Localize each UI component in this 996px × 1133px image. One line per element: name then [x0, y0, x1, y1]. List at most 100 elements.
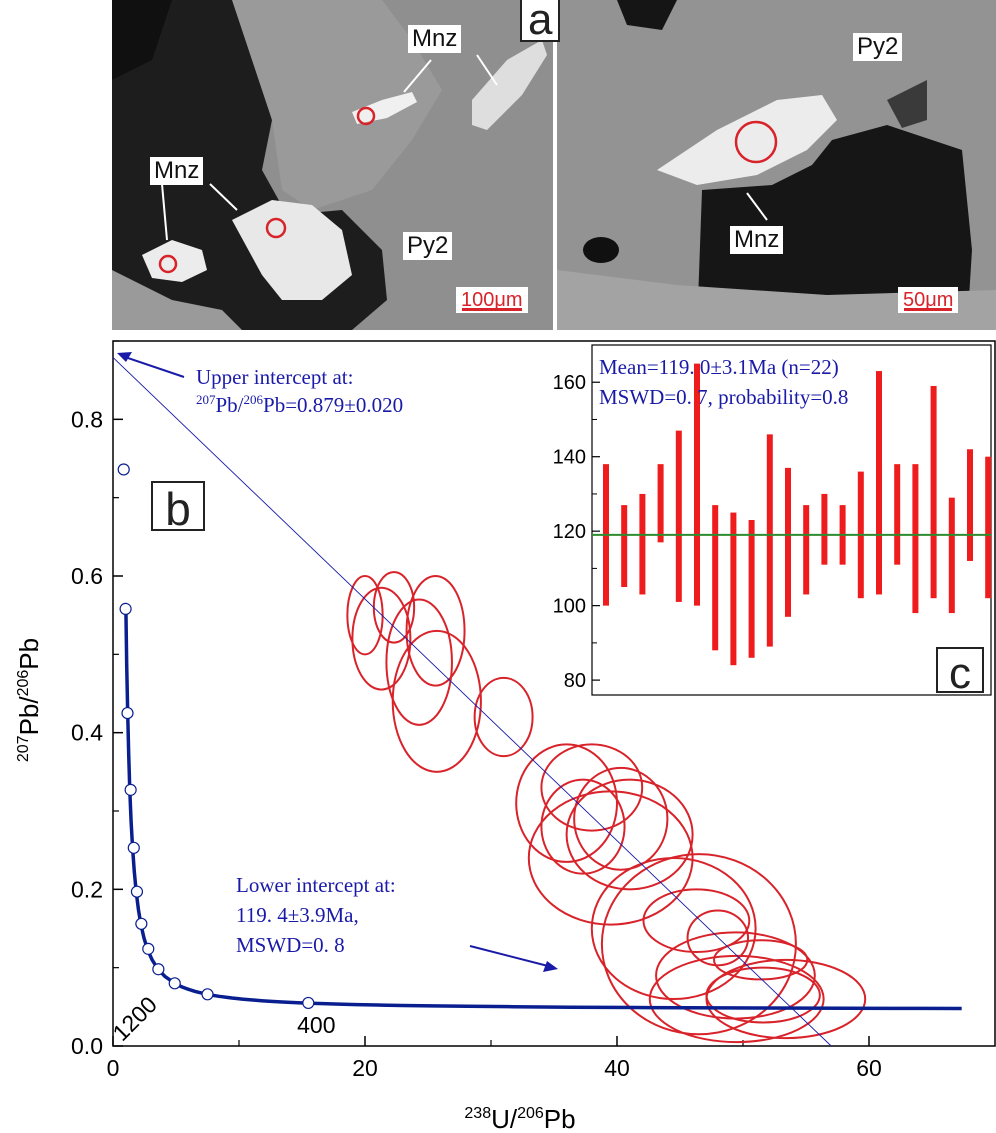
inset-age-bar: [675, 430, 682, 602]
concordia-age-marker: [130, 885, 144, 898]
py2-label-right: Py2: [853, 33, 903, 61]
panel-b-box: [151, 481, 205, 531]
data-ellipse: [515, 743, 618, 863]
inset-age-bar: [694, 363, 700, 606]
upper-intercept-arrowhead: [117, 352, 132, 362]
scale-bar-left-text: 100μm: [461, 289, 523, 311]
mnz-label-left-bottom: Mnz: [150, 157, 204, 185]
panel-c-label: c: [949, 649, 971, 698]
upper-intercept-mid: Pb/: [216, 393, 244, 417]
scale-bar-right: 50μm: [898, 287, 959, 313]
x-tick-label: 0: [107, 1055, 120, 1081]
concordia-age-marker: [117, 463, 130, 476]
inset-title-line2: MSWD=0. 7, probability=0.8: [599, 385, 848, 409]
inset-y-tick-label: 80: [564, 670, 586, 692]
lower-intercept-arrow: [469, 945, 549, 967]
y-tick-label: 0.0: [71, 1033, 103, 1059]
y-axis-label: 207Pb/206Pb: [14, 638, 44, 762]
concordia-age-marker: [135, 917, 148, 930]
discordia-line-group: [112, 357, 832, 1047]
lower-intercept-arrowhead: [543, 961, 558, 972]
x-axis-label-sup2: 206: [517, 1105, 544, 1122]
inset-age-bar: [766, 434, 773, 647]
scale-bar-left: 100μm: [456, 287, 528, 313]
image-divider: [553, 0, 557, 330]
data-ellipse: [540, 778, 626, 875]
inset-age-bar: [730, 512, 737, 666]
inset-age-bar: [930, 385, 937, 599]
y-tick-label: 0.2: [71, 876, 103, 902]
discordia-line: [112, 357, 832, 1047]
data-ellipse: [391, 629, 482, 773]
x-axis-label-sup1: 238: [464, 1105, 491, 1122]
inset-y-tick-label: 100: [553, 596, 586, 618]
upper-intercept-sup1: 207: [196, 392, 216, 407]
data-ellipse: [573, 766, 669, 871]
upper-intercept-arrow: [121, 355, 185, 378]
inset-y-tick-label: 160: [553, 372, 586, 394]
inset-age-bar: [912, 464, 919, 614]
data-ellipse: [527, 790, 694, 926]
inset-age-bar: [748, 520, 755, 658]
mnz-label-left-top: Mnz: [408, 25, 462, 53]
upper-intercept-line2: 207Pb/206Pb=0.879±0.020: [196, 392, 403, 417]
scale-bar-right-text: 50μm: [903, 289, 954, 311]
bse-image-right-graphic: [557, 0, 996, 330]
lower-intercept-line1: Lower intercept at:: [236, 873, 396, 897]
concordia-age-marker: [168, 977, 181, 990]
data-ellipse: [405, 575, 466, 687]
data-ellipse: [686, 909, 750, 967]
lower-intercept-line2: 119. 4±3.9Ma,: [236, 903, 359, 927]
inset-y-tick-label: 140: [553, 447, 586, 469]
bse-image-left: Mnz Mnz Py2 100μm: [112, 0, 553, 330]
concordia-age-marker: [302, 996, 315, 1010]
y-axis-label-main: Pb/: [14, 696, 44, 736]
concordia-label-400: 400: [297, 1012, 335, 1038]
inset-age-bar: [803, 505, 810, 595]
inset-axis-ticks: 80 100 120 140 160: [553, 372, 600, 692]
upper-intercept-value: Pb=0.879±0.020: [263, 393, 403, 417]
data-ellipse: [346, 575, 384, 656]
inset-age-bar: [985, 456, 992, 599]
scale-bar-right-line: [904, 308, 953, 311]
bse-image-right: Py2 Mnz 50μm: [557, 0, 996, 330]
data-ellipse: [705, 958, 867, 1040]
x-axis-label-end: Pb: [544, 1104, 576, 1133]
mnz-label-right: Mnz: [730, 226, 784, 254]
data-ellipse: [713, 939, 809, 981]
panel-b-label: b: [165, 483, 191, 535]
inset-age-bar: [785, 467, 791, 617]
inset-age-bar: [876, 371, 882, 595]
concordia-age-marker: [121, 706, 134, 720]
y-tick-label: 0.8: [71, 406, 103, 432]
concordia-age-marker: [127, 841, 140, 854]
bse-image-left-graphic: [112, 0, 553, 330]
y-axis-label-sup2: 206: [15, 670, 32, 697]
data-ellipse: [385, 598, 453, 726]
inset-age-bar: [967, 449, 973, 561]
x-tick-label: 20: [352, 1055, 378, 1081]
data-ellipse: [565, 778, 694, 891]
inset-age-bar: [639, 493, 646, 595]
inset-title-line1: Mean=119. 0±3.1Ma (n=22): [599, 355, 839, 379]
concordia-age-marker: [119, 602, 132, 616]
axis-ticks: 0 20 40 60 0.0 0.2 0.4 0.6 0.8: [71, 340, 882, 1081]
data-ellipse: [351, 586, 412, 691]
data-ellipse: [540, 743, 644, 832]
y-tick-label: 0.4: [71, 720, 103, 746]
panel-a-label: a: [520, 0, 561, 42]
data-ellipse: [642, 888, 751, 954]
py2-label-left: Py2: [403, 232, 453, 260]
concordia-age-marker: [201, 988, 214, 1001]
inset-age-bar: [948, 497, 955, 614]
inset-age-bar: [621, 505, 628, 588]
lower-intercept-line3: MSWD=0. 8: [236, 933, 345, 957]
x-axis-label: 238U/206Pb: [464, 1104, 575, 1133]
upper-intercept-sup2: 206: [244, 392, 264, 407]
x-tick-label: 60: [856, 1055, 882, 1081]
concordia-age-marker: [142, 942, 155, 955]
upper-intercept-line1: Upper intercept at:: [196, 365, 353, 389]
inset-age-bar: [657, 464, 664, 543]
concordia-age-marker: [152, 963, 165, 976]
